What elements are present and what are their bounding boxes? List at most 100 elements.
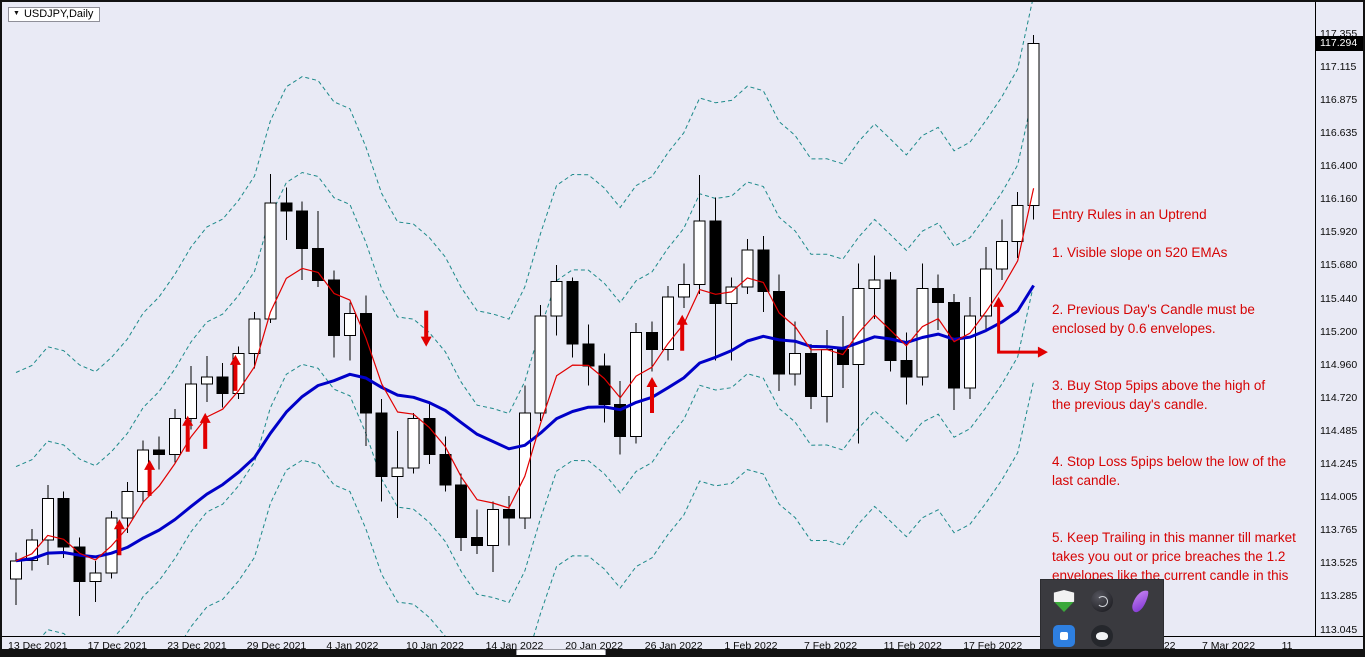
price-axis-label: 114.005: [1320, 490, 1358, 503]
candle-body: [153, 449, 166, 455]
price-axis-label: 114.245: [1320, 457, 1358, 470]
envelope-line: [15, 2, 1033, 373]
buy-signal-arrow: [646, 377, 658, 413]
candle-body: [137, 449, 150, 493]
candle-body: [677, 283, 690, 298]
candle-body: [312, 248, 325, 281]
candle-body: [964, 315, 976, 389]
candle-body: [73, 546, 86, 582]
candle-body: [598, 365, 611, 406]
candle-body: [916, 288, 929, 378]
candle-body: [121, 491, 134, 519]
candle-body: [868, 279, 881, 290]
price-axis-label: 115.920: [1320, 226, 1358, 239]
candle-body: [41, 498, 54, 541]
sell-signal-arrow: [420, 310, 432, 347]
price-axis-label: 116.875: [1320, 94, 1358, 107]
candle-body: [423, 417, 436, 455]
price-axis-label: 114.720: [1320, 392, 1358, 405]
candle-body: [407, 417, 420, 469]
bottom-white-box: [516, 649, 606, 655]
candle-body: [550, 281, 563, 317]
buy-signal-arrow: [676, 314, 688, 351]
candle-body: [741, 249, 754, 288]
candle-body: [359, 312, 372, 414]
candle-body: [487, 509, 499, 547]
notes-title: Entry Rules in an Uptrend: [1052, 207, 1207, 222]
time-axis-label: 11: [1281, 640, 1293, 652]
price-axis-label: 116.400: [1320, 159, 1358, 172]
candle-body: [948, 301, 961, 389]
candle-body: [566, 281, 579, 345]
notes-rule-3: 3. Buy Stop 5pips above the high of the …: [1052, 378, 1266, 412]
candle-body: [439, 453, 452, 486]
price-axis-label: 115.200: [1320, 325, 1358, 338]
price-axis-label: 117.115: [1320, 61, 1357, 74]
dark-circle-app-icon[interactable]: [1091, 590, 1113, 612]
symbol-selector[interactable]: ▼ USDJPY,Daily: [8, 7, 101, 22]
candle-body: [805, 353, 817, 397]
discord-icon[interactable]: [1091, 625, 1113, 647]
security-shield-icon[interactable]: [1053, 590, 1075, 612]
candle-body: [725, 286, 738, 305]
price-axis-label: 114.960: [1320, 358, 1358, 371]
candle-body: [375, 412, 388, 477]
buy-signal-arrow: [182, 415, 194, 452]
ema-20-line: [15, 284, 1035, 563]
candle-body: [900, 359, 913, 378]
candle-body: [471, 536, 484, 547]
buy-signal-arrow: [113, 519, 125, 556]
chart-canvas[interactable]: [2, 2, 1315, 636]
candle-body: [582, 343, 595, 367]
taskbar: [1040, 579, 1164, 655]
price-axis[interactable]: 117.294 117.355 117.115 116.875 116.635 116.…: [1315, 2, 1363, 636]
candle-body: [200, 376, 213, 385]
candle-body: [789, 353, 802, 375]
candle-body: [280, 202, 293, 212]
candle-body: [328, 279, 340, 337]
buy-stop-arrowhead-right: [1037, 346, 1048, 358]
candle-body: [455, 484, 468, 538]
price-axis-label: 113.285: [1320, 590, 1358, 603]
candle-body: [296, 210, 309, 249]
buy-signal-arrow: [144, 459, 156, 496]
price-axis-label: 116.635: [1320, 127, 1358, 140]
candle-body: [661, 296, 674, 350]
blue-app-icon[interactable]: [1053, 625, 1075, 647]
buy-signal-arrow: [229, 354, 241, 391]
candle-body: [773, 290, 786, 375]
candle-body: [995, 241, 1008, 270]
candle-body: [646, 332, 658, 350]
candle-body: [757, 249, 770, 292]
notes-rule-1: 1. Visible slope on 520 EMAs: [1052, 245, 1228, 260]
candle-body: [630, 332, 643, 437]
notes-rule-2: 2. Previous Day's Candle must be enclose…: [1052, 302, 1255, 336]
price-axis-label: 113.765: [1320, 524, 1358, 536]
candle-body: [184, 383, 197, 419]
candle-body: [614, 404, 627, 437]
candle-body: [502, 509, 515, 519]
current-price-badge: 117.294: [1316, 36, 1363, 52]
candle-body: [169, 417, 181, 455]
price-axis-label: 113.525: [1320, 557, 1358, 570]
candle-body: [884, 279, 897, 361]
ema-5-line: [15, 188, 1035, 562]
window-bottom-border: [2, 649, 1363, 655]
notes-rule-4: 4. Stop Loss 5pips below the low of the …: [1052, 454, 1287, 488]
candle-body: [1027, 42, 1040, 207]
price-axis-label: 115.680: [1320, 259, 1358, 272]
envelope-line: [184, 380, 1035, 636]
candle-body: [820, 348, 833, 397]
candle-body: [264, 202, 277, 320]
candle-body: [391, 467, 404, 478]
candle-body: [852, 288, 865, 365]
candles: [10, 34, 1040, 616]
price-axis-label: 113.045: [1320, 623, 1358, 636]
envelope-line: [41, 284, 1035, 636]
candle-body: [216, 376, 229, 395]
candle-body: [89, 572, 102, 583]
candle-body: [534, 315, 547, 414]
candle-body: [248, 318, 261, 354]
feather-icon[interactable]: [1130, 587, 1150, 615]
